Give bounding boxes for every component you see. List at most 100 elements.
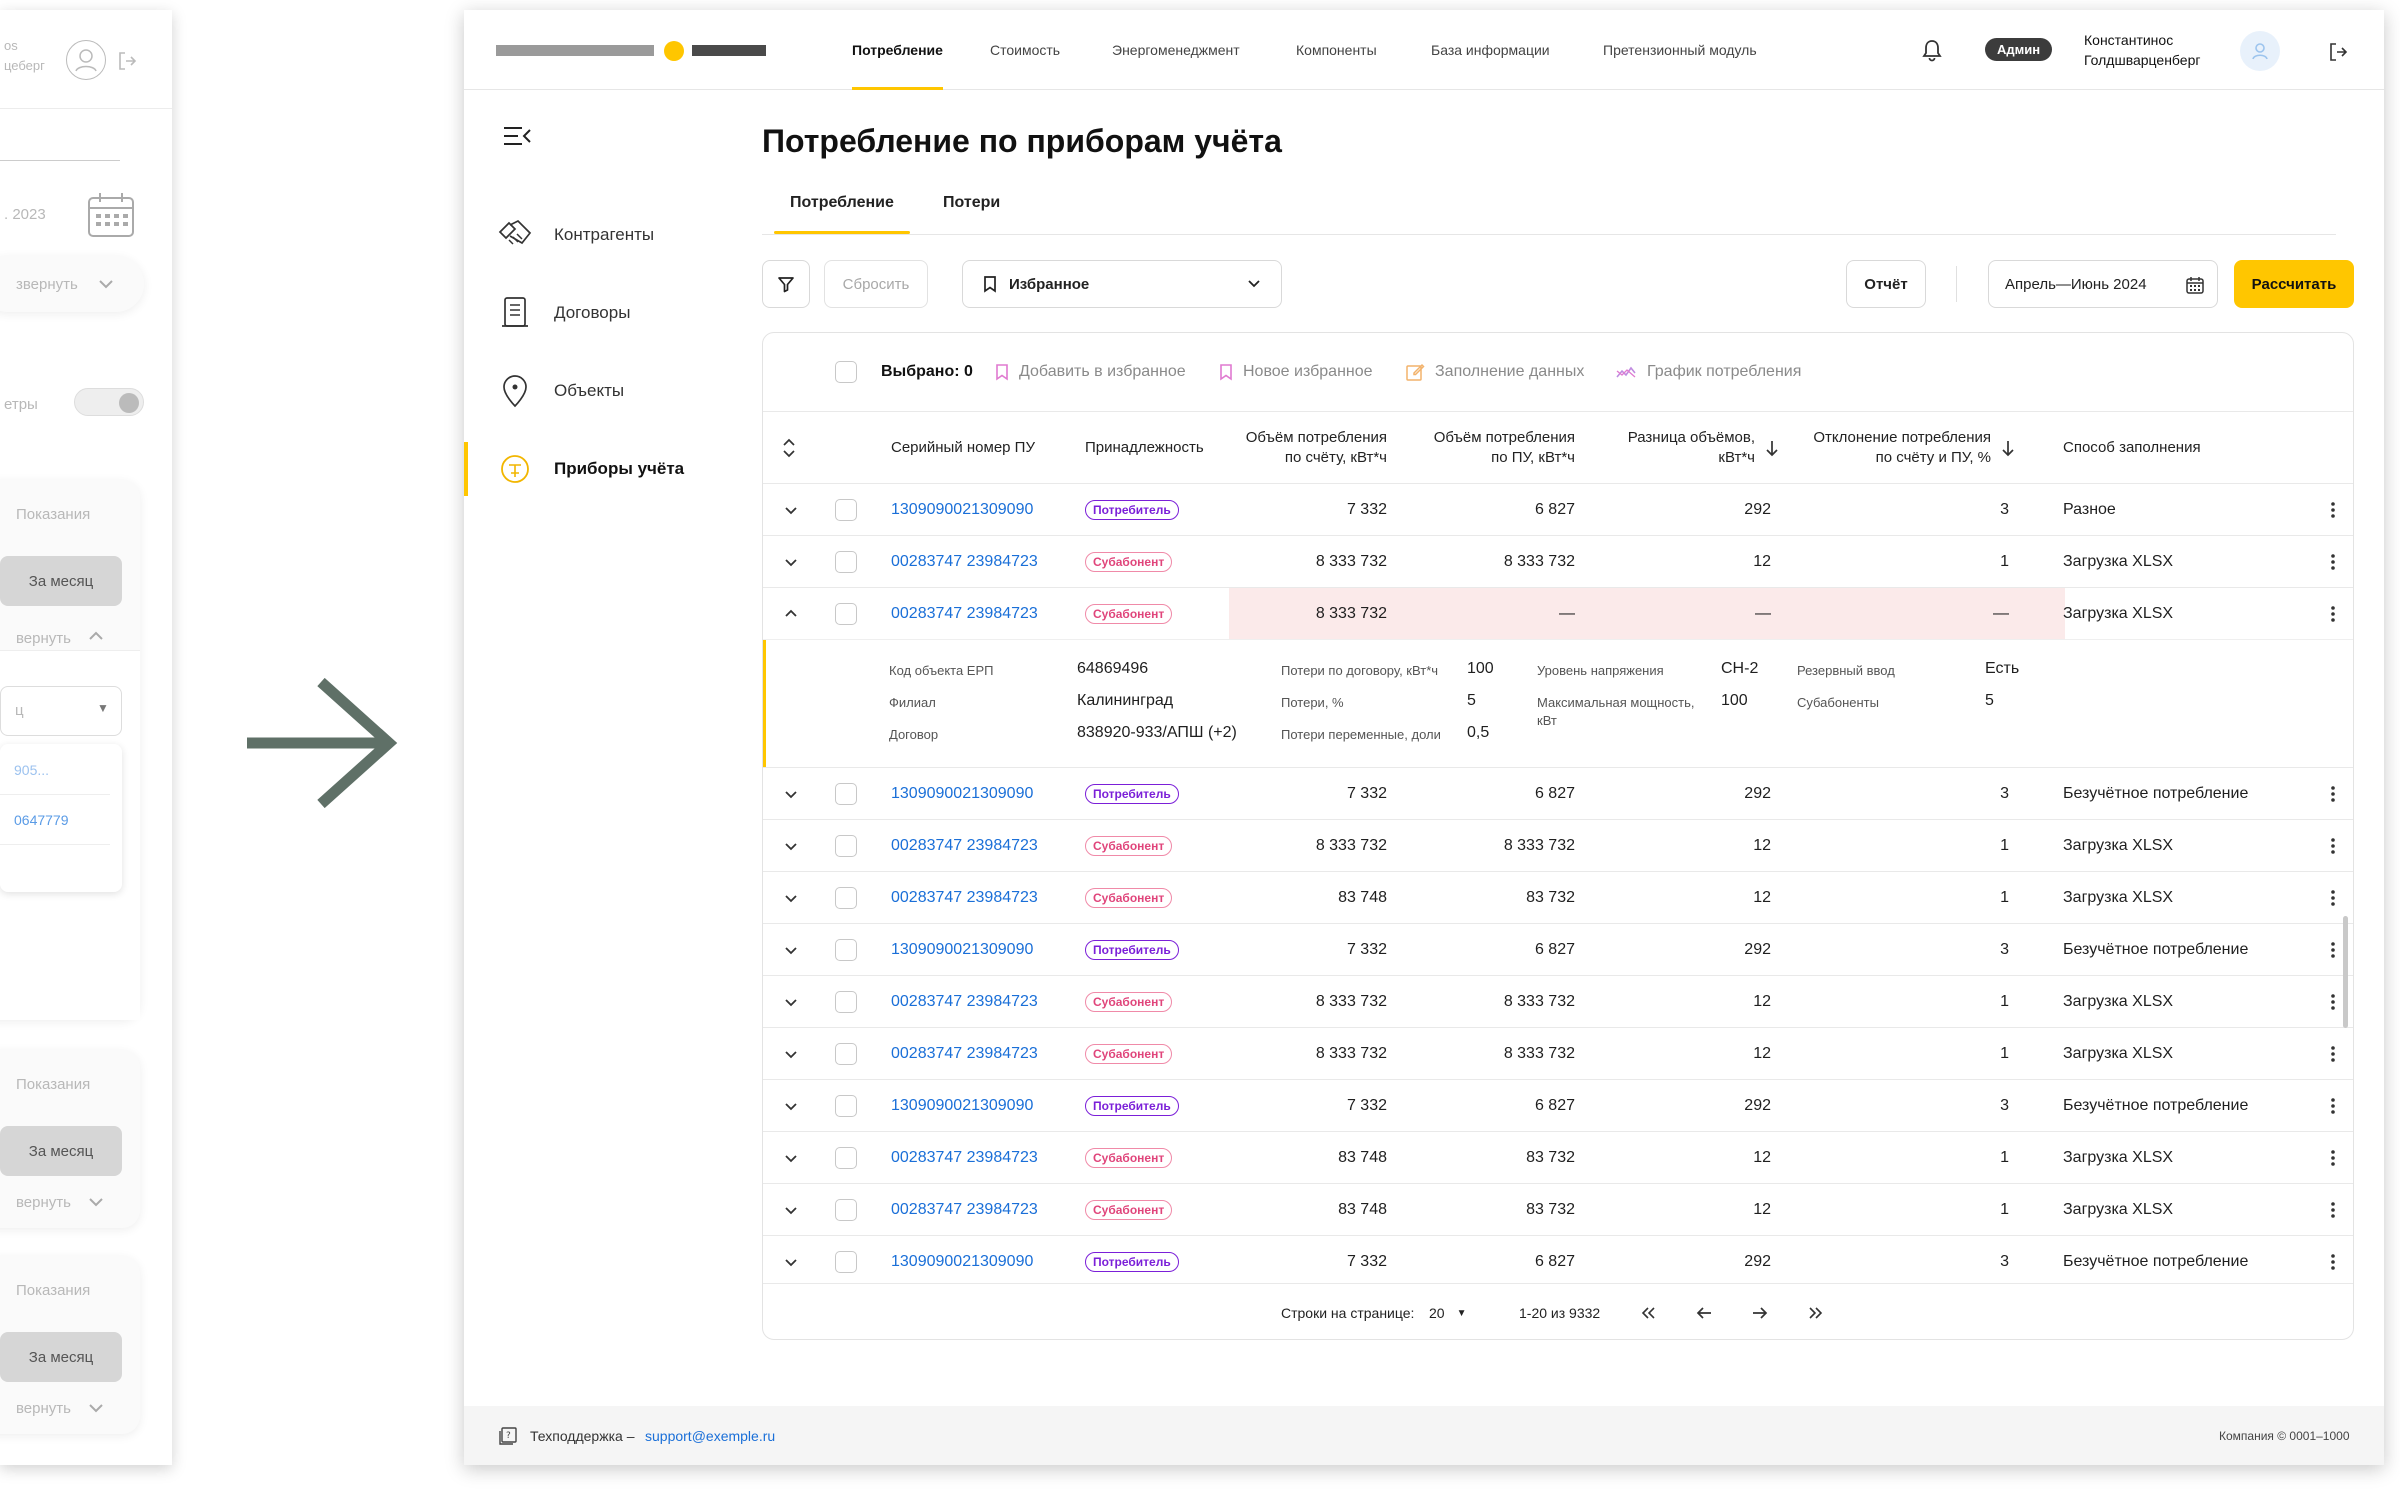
row-checkbox[interactable] bbox=[835, 1251, 857, 1273]
add-to-favorites-action[interactable]: Добавить в избранное bbox=[995, 333, 1186, 411]
row-checkbox[interactable] bbox=[835, 551, 857, 573]
more-vertical-icon[interactable] bbox=[2329, 992, 2337, 1012]
serial-number-link[interactable]: 1309090021309090 bbox=[891, 1253, 1034, 1270]
serial-number-link[interactable]: 1309090021309090 bbox=[891, 1097, 1034, 1114]
support-email-link[interactable]: support@exemple.ru bbox=[645, 1427, 776, 1444]
more-vertical-icon[interactable] bbox=[2329, 836, 2337, 856]
row-checkbox[interactable] bbox=[835, 1147, 857, 1169]
chevron-down-icon[interactable] bbox=[781, 1044, 801, 1064]
serial-number-link[interactable]: 00283747 23984723 bbox=[891, 553, 1038, 570]
mobile-select[interactable]: ц ▼ bbox=[0, 686, 122, 736]
table-row[interactable]: 1309090021309090 Потребитель 7 332 6 827… bbox=[763, 767, 2353, 819]
chevron-down-icon[interactable] bbox=[781, 784, 801, 804]
mobile-month-button-3[interactable]: За месяц bbox=[0, 1332, 122, 1382]
menu-collapse-icon[interactable] bbox=[502, 124, 532, 148]
chevron-down-icon[interactable] bbox=[781, 1148, 801, 1168]
mobile-toggle[interactable] bbox=[74, 388, 144, 416]
more-vertical-icon[interactable] bbox=[2329, 500, 2337, 520]
more-vertical-icon[interactable] bbox=[2329, 888, 2337, 908]
serial-number-link[interactable]: 00283747 23984723 bbox=[891, 889, 1038, 906]
select-all-checkbox[interactable] bbox=[835, 361, 857, 383]
more-vertical-icon[interactable] bbox=[2329, 1096, 2337, 1116]
nav-claims-module[interactable]: Претензионный модуль bbox=[1603, 42, 1757, 58]
consumption-chart-action[interactable]: График потребления bbox=[1615, 333, 1801, 411]
row-checkbox[interactable] bbox=[835, 835, 857, 857]
table-row[interactable]: 00283747 23984723 Субабонент 8 333 732 8… bbox=[763, 975, 2353, 1027]
nav-consumption[interactable]: Потребление bbox=[852, 10, 943, 90]
more-vertical-icon[interactable] bbox=[2329, 940, 2337, 960]
nav-knowledge-base[interactable]: База информации bbox=[1431, 42, 1550, 58]
sidebar-item-counterparties[interactable]: Контрагенты bbox=[464, 208, 724, 262]
table-scrollbar[interactable] bbox=[2343, 916, 2348, 1028]
chevron-up-icon[interactable] bbox=[781, 604, 801, 624]
filter-button[interactable] bbox=[762, 260, 810, 308]
chevron-down-icon[interactable] bbox=[781, 1096, 801, 1116]
header-serial[interactable]: Серийный номер ПУ bbox=[891, 439, 1035, 456]
row-checkbox[interactable] bbox=[835, 887, 857, 909]
nav-cost[interactable]: Стоимость bbox=[990, 42, 1061, 58]
serial-number-link[interactable]: 00283747 23984723 bbox=[891, 837, 1038, 854]
header-owner[interactable]: Принадлежность bbox=[1085, 439, 1204, 456]
row-checkbox[interactable] bbox=[835, 1043, 857, 1065]
nav-components[interactable]: Компоненты bbox=[1296, 42, 1377, 58]
previous-page-icon[interactable] bbox=[1695, 1304, 1713, 1322]
row-checkbox[interactable] bbox=[835, 603, 857, 625]
more-vertical-icon[interactable] bbox=[2329, 1252, 2337, 1272]
more-vertical-icon[interactable] bbox=[2329, 784, 2337, 804]
new-favorites-action[interactable]: Новое избранное bbox=[1219, 333, 1373, 411]
serial-number-link[interactable]: 00283747 23984723 bbox=[891, 1149, 1038, 1166]
row-checkbox[interactable] bbox=[835, 939, 857, 961]
user-name[interactable]: Константинос Голдшварценберг bbox=[2084, 30, 2200, 70]
header-fill-method[interactable]: Способ заполнения bbox=[2063, 439, 2201, 456]
avatar[interactable] bbox=[2240, 31, 2280, 71]
serial-number-link[interactable]: 1309090021309090 bbox=[891, 941, 1034, 958]
sidebar-item-meters[interactable]: Приборы учёта bbox=[464, 442, 724, 496]
more-vertical-icon[interactable] bbox=[2329, 604, 2337, 624]
serial-number-link[interactable]: 00283747 23984723 bbox=[891, 993, 1038, 1010]
serial-number-link[interactable]: 00283747 23984723 bbox=[891, 1201, 1038, 1218]
table-row[interactable]: 00283747 23984723 Субабонент 8 333 732 —… bbox=[763, 587, 2353, 640]
chevron-down-icon[interactable] bbox=[781, 992, 801, 1012]
table-row[interactable]: 00283747 23984723 Субабонент 83 748 83 7… bbox=[763, 1131, 2353, 1183]
favorites-select[interactable]: Избранное bbox=[962, 260, 1282, 308]
table-row[interactable]: 1309090021309090 Потребитель 7 332 6 827… bbox=[763, 923, 2353, 975]
serial-number-link[interactable]: 00283747 23984723 bbox=[891, 605, 1038, 622]
table-row[interactable]: 1309090021309090 Потребитель 7 332 6 827… bbox=[763, 1235, 2353, 1287]
table-row[interactable]: 1309090021309090 Потребитель 7 332 6 827… bbox=[763, 483, 2353, 535]
chevron-down-icon[interactable] bbox=[781, 1252, 801, 1272]
mobile-calendar-icon[interactable] bbox=[86, 190, 136, 245]
table-row[interactable]: 00283747 23984723 Субабонент 8 333 732 8… bbox=[763, 819, 2353, 871]
logout-icon[interactable] bbox=[2327, 41, 2349, 63]
row-checkbox[interactable] bbox=[835, 499, 857, 521]
report-button[interactable]: Отчёт bbox=[1846, 260, 1926, 308]
row-checkbox[interactable] bbox=[835, 991, 857, 1013]
mobile-month-button-2[interactable]: За месяц bbox=[0, 1126, 122, 1176]
mobile-collapse-pill[interactable]: звернуть bbox=[0, 256, 144, 312]
rows-per-page-select[interactable]: 20 ▼ bbox=[1429, 1284, 1466, 1339]
row-checkbox[interactable] bbox=[835, 1199, 857, 1221]
tab-consumption[interactable]: Потребление bbox=[774, 194, 910, 234]
header-volume-diff[interactable]: Разница объёмов, кВт*ч bbox=[1583, 428, 1755, 468]
reset-button[interactable]: Сбросить bbox=[824, 260, 928, 308]
expand-all-icon[interactable] bbox=[782, 436, 796, 460]
table-row[interactable]: 00283747 23984723 Субабонент 8 333 732 8… bbox=[763, 1027, 2353, 1079]
row-checkbox[interactable] bbox=[835, 1095, 857, 1117]
next-page-icon[interactable] bbox=[1751, 1304, 1769, 1322]
serial-number-link[interactable]: 1309090021309090 bbox=[891, 501, 1034, 518]
tab-losses[interactable]: Потери bbox=[943, 194, 1001, 211]
sort-arrow-down-icon[interactable] bbox=[1765, 439, 1779, 457]
table-row[interactable]: 00283747 23984723 Субабонент 83 748 83 7… bbox=[763, 1183, 2353, 1235]
serial-number-link[interactable]: 1309090021309090 bbox=[891, 785, 1034, 802]
bell-icon[interactable] bbox=[1921, 38, 1943, 62]
header-volume-meter[interactable]: Объём потребления по ПУ, кВт*ч bbox=[1391, 428, 1575, 468]
serial-number-link[interactable]: 00283747 23984723 bbox=[891, 1045, 1038, 1062]
chevron-down-icon[interactable] bbox=[781, 500, 801, 520]
nav-energy-management[interactable]: Энергоменеджмент bbox=[1112, 42, 1240, 58]
header-deviation[interactable]: Отклонение потребления по счёту и ПУ, % bbox=[1783, 428, 1991, 468]
table-row[interactable]: 00283747 23984723 Субабонент 8 333 732 8… bbox=[763, 535, 2353, 587]
chevron-down-icon[interactable] bbox=[781, 888, 801, 908]
sidebar-item-objects[interactable]: Объекты bbox=[464, 364, 724, 418]
first-page-icon[interactable] bbox=[1639, 1304, 1657, 1322]
mobile-list-item[interactable]: 905... bbox=[14, 762, 50, 778]
fill-data-action[interactable]: Заполнение данных bbox=[1405, 333, 1584, 411]
